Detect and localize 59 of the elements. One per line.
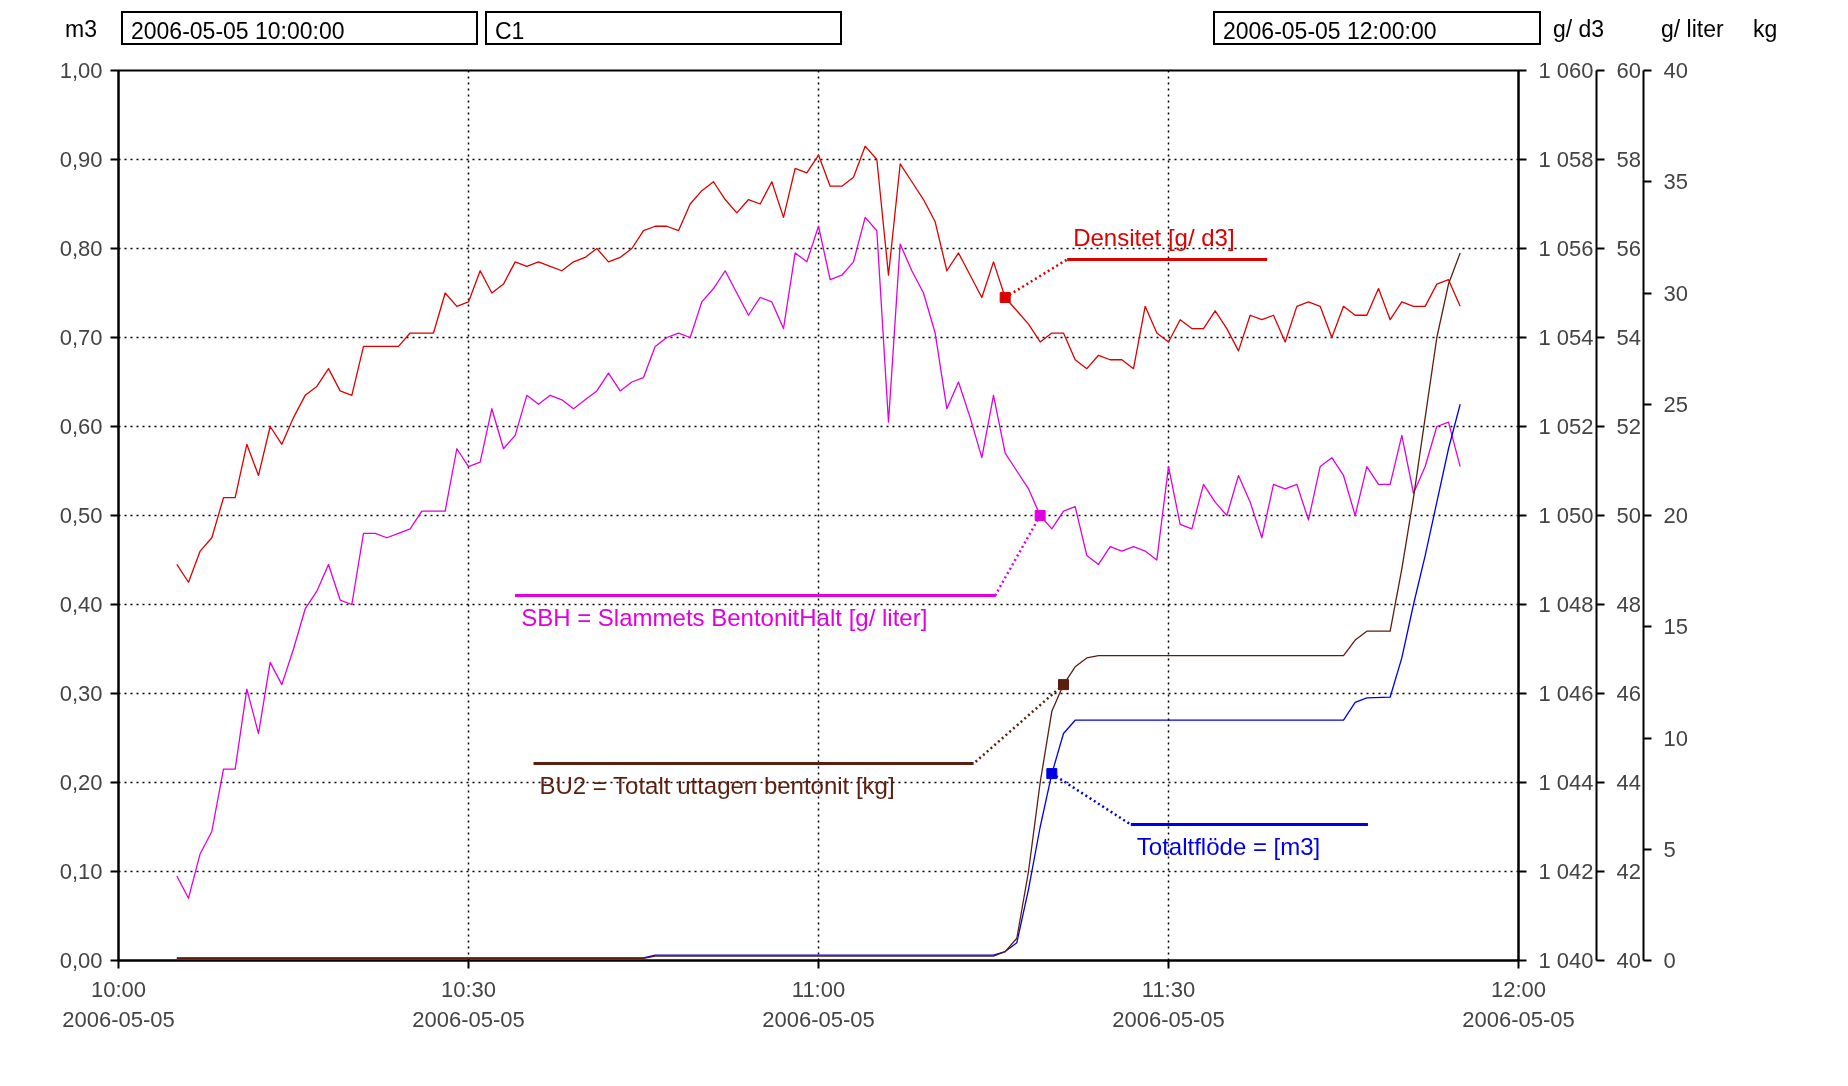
- y-tick-label: 0,60: [59, 414, 103, 439]
- y3-tick-label: 50: [1616, 503, 1641, 528]
- x-tick-label: 11:00 2006-05-05: [762, 976, 875, 1032]
- y2-tick-label: 1 054: [1538, 325, 1594, 350]
- y2-tick-label: 1 058: [1538, 147, 1594, 172]
- x-tick-label: 10:00 2006-05-05: [62, 976, 175, 1032]
- text: SBH = Slammets BentonitHalt [g/ liter]: [521, 603, 928, 631]
- y3-tick-label: 44: [1616, 770, 1641, 795]
- y3-tick-label: 52: [1616, 414, 1641, 439]
- y-tick-label: 0,00: [59, 948, 103, 973]
- y-tick-label: 0,10: [59, 859, 103, 884]
- line-series: [176, 145, 1461, 583]
- text: 2006-05-05 10:00:00: [121, 11, 478, 45]
- y2-tick-label: 1 040: [1538, 948, 1594, 973]
- y-tick-label: 0,30: [59, 681, 103, 706]
- y2-tick-label: 1 050: [1538, 503, 1594, 528]
- y-tick-label: 0,70: [59, 325, 103, 350]
- y-tick-label: 0,20: [59, 770, 103, 795]
- y2-tick-label: 1 042: [1538, 859, 1594, 884]
- y-tick-label: 0,80: [59, 236, 103, 261]
- y-tick-label: 30: [1663, 280, 1688, 306]
- y-tick-label: 0,40: [59, 592, 103, 617]
- text: BU2 = Totalt uttagen bentonit [kg]: [539, 771, 895, 799]
- y-tick-label: 25: [1663, 391, 1688, 417]
- y2-tick-label: 1 056: [1538, 236, 1594, 261]
- y-tick-label: 1,00: [59, 58, 103, 83]
- y-tick-label: 0,90: [59, 147, 103, 172]
- y3-tick-label: 56: [1616, 236, 1641, 261]
- y3-axis-title: g/ liter: [1661, 15, 1724, 44]
- x-tick-label: 10:30 2006-05-05: [412, 976, 525, 1032]
- text: Totaltflöde = [m3]: [1136, 832, 1321, 860]
- y-tick-label: 40: [1663, 58, 1688, 83]
- y2-tick-label: 1 052: [1538, 414, 1594, 439]
- y3-tick-label: 40: [1616, 948, 1641, 973]
- y3-tick-label: 54: [1616, 325, 1641, 350]
- y-tick-label: 35: [1663, 169, 1688, 195]
- y-tick-label: 20: [1663, 503, 1688, 528]
- text: C1: [485, 11, 842, 45]
- y3-tick-label: 46: [1616, 681, 1641, 706]
- y-tick-label: 0,50: [59, 503, 103, 528]
- y3-tick-label: 48: [1616, 592, 1641, 617]
- x-tick-label: 12:00 2006-05-05: [1462, 976, 1575, 1032]
- y-tick-label: 5: [1663, 836, 1676, 862]
- y2-tick-label: 1 060: [1538, 58, 1594, 83]
- y3-tick-label: 42: [1616, 859, 1641, 884]
- y2-tick-label: 1 048: [1538, 592, 1594, 617]
- y2-axis-title: g/ d3: [1553, 15, 1605, 44]
- y-tick-label: 15: [1663, 614, 1688, 640]
- y-tick-label: 0: [1663, 948, 1676, 973]
- y3-tick-label: 60: [1616, 58, 1641, 83]
- text: Densitet [g/ d3]: [1073, 224, 1235, 252]
- x-tick-label: 11:30 2006-05-05: [1112, 976, 1225, 1032]
- y-tick-label: 10: [1663, 725, 1688, 751]
- y2-tick-label: 1 046: [1538, 681, 1594, 706]
- text: 2006-05-05 12:00:00: [1213, 11, 1541, 45]
- y3-tick-label: 58: [1616, 147, 1641, 172]
- y-axis-title: m3: [65, 15, 97, 44]
- y-axis-title: kg: [1753, 15, 1778, 44]
- y2-tick-label: 1 044: [1538, 770, 1594, 795]
